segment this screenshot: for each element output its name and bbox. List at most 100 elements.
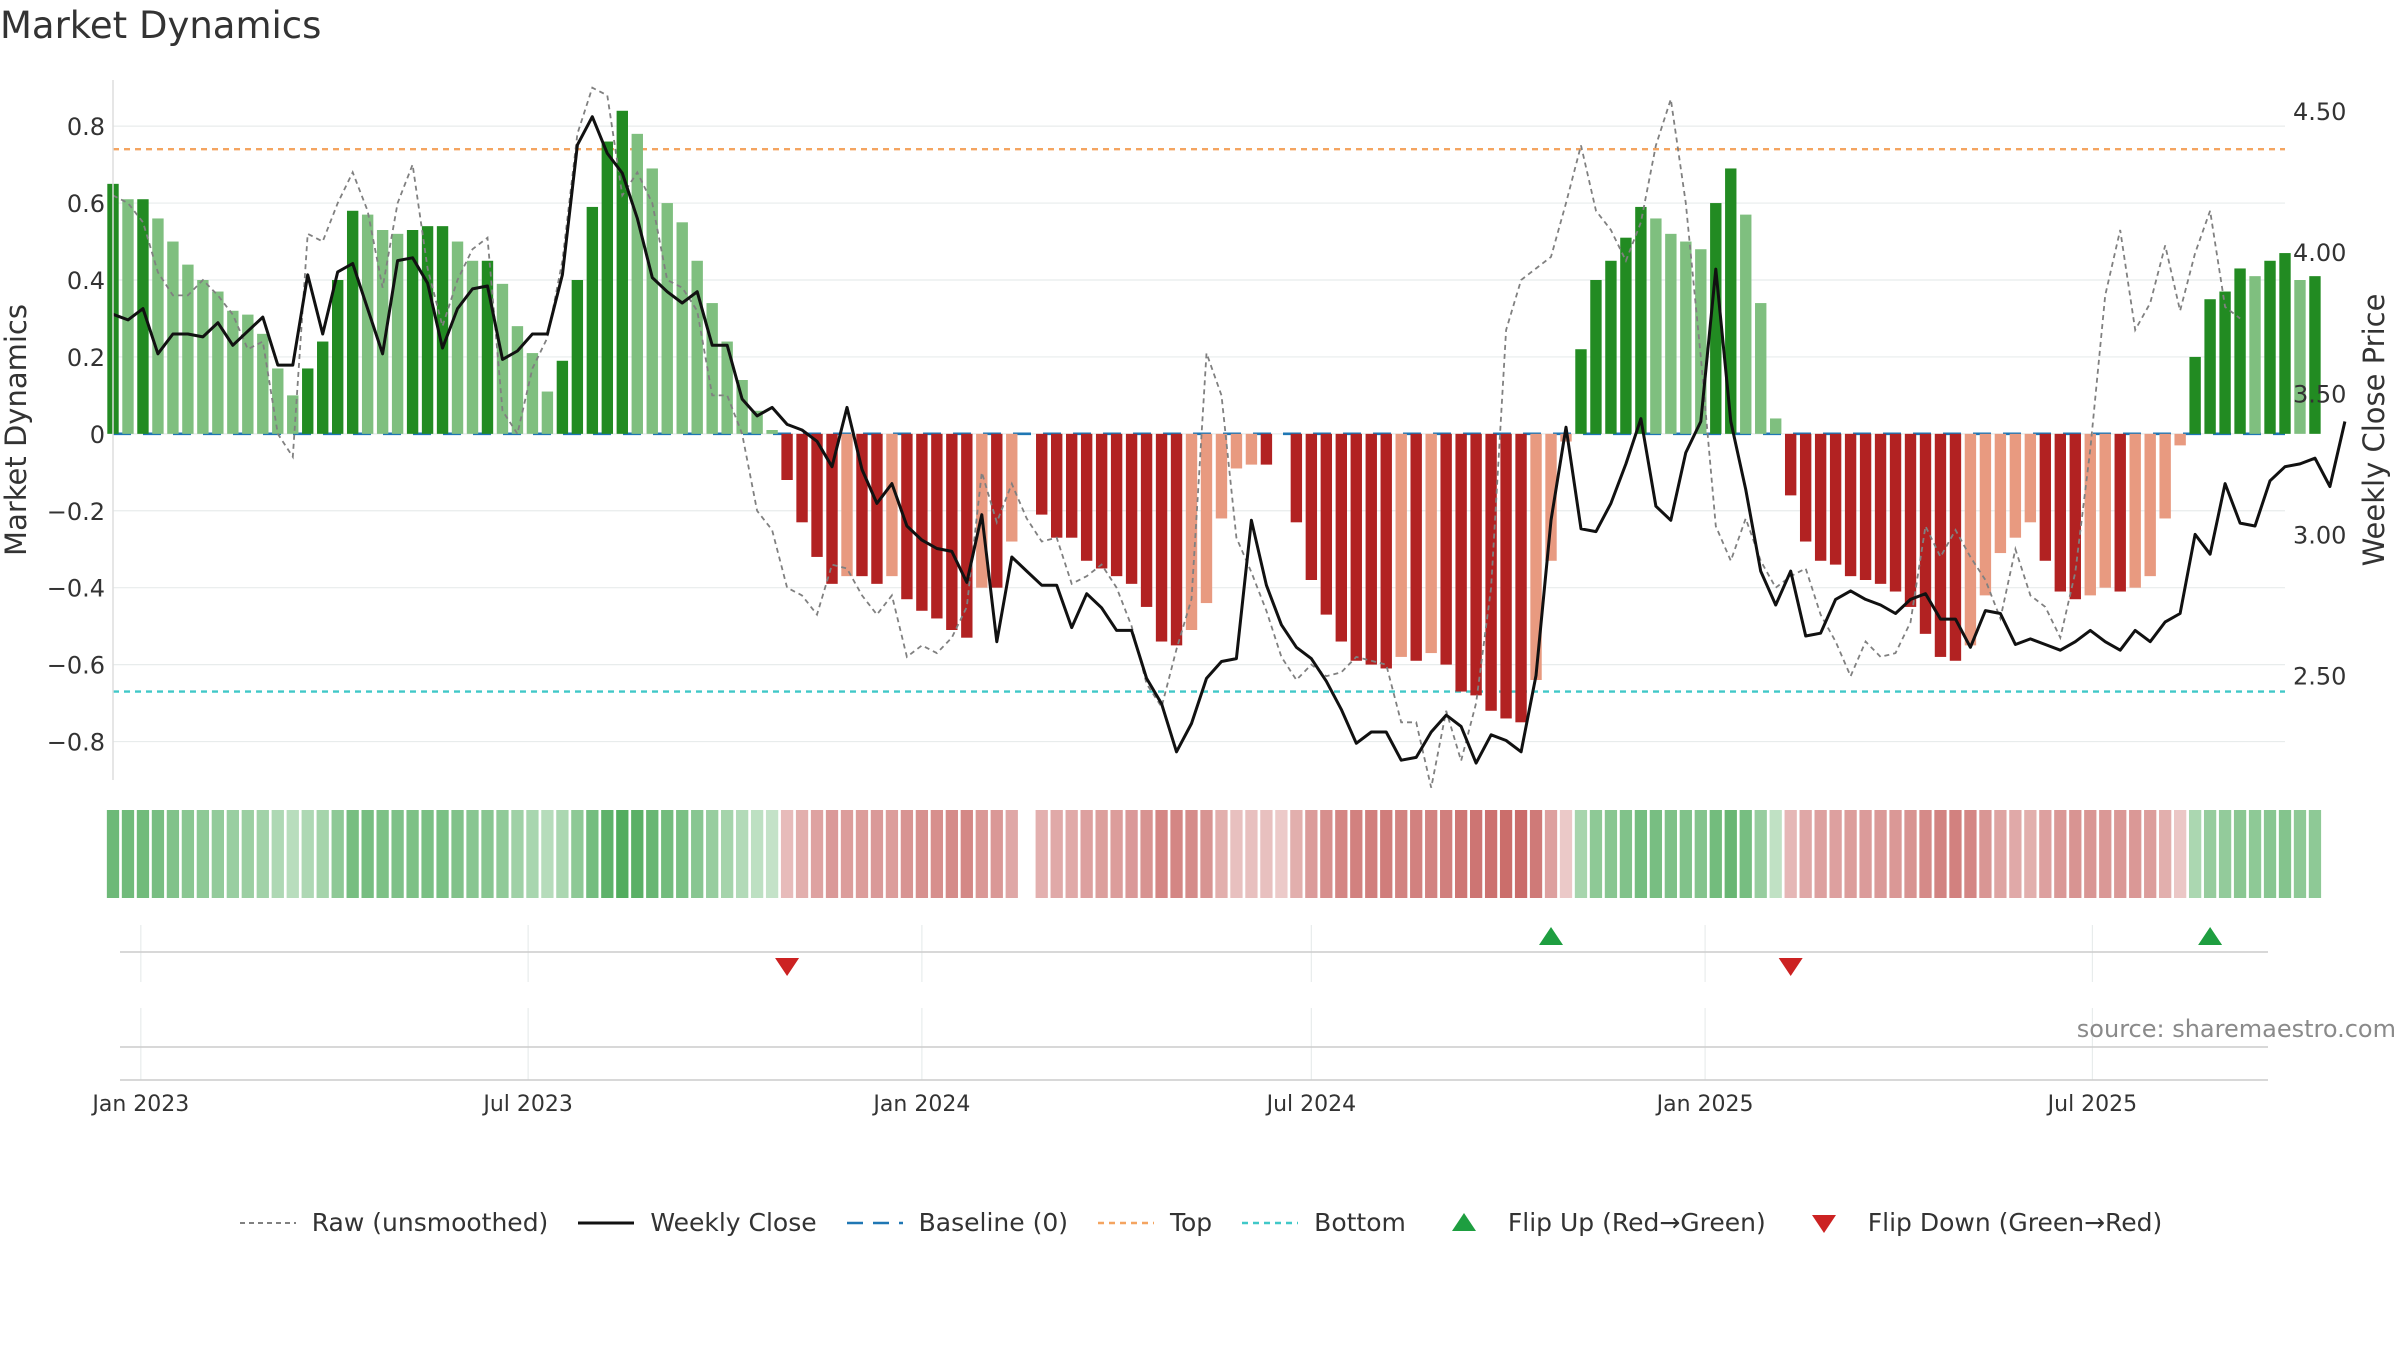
market-dynamics-bar xyxy=(122,199,134,434)
market-dynamics-bar xyxy=(1515,433,1527,723)
regime-strip-cell xyxy=(1499,810,1513,898)
market-dynamics-bar xyxy=(1545,433,1557,561)
flip-up-marker xyxy=(1539,927,1564,945)
market-dynamics-bar xyxy=(242,314,254,434)
y-axis-right-label: Weekly Close Price xyxy=(2357,294,2391,567)
regime-strip-cell xyxy=(1829,810,1842,898)
regime-strip-cell xyxy=(1095,810,1108,898)
regime-strip-cell xyxy=(1799,810,1812,898)
market-dynamics-bar xyxy=(766,430,778,434)
regime-strip-cell xyxy=(1080,810,1093,898)
y-left-tick-label: 0.6 xyxy=(67,190,105,218)
regime-strip-cell xyxy=(1739,810,1752,898)
market-dynamics-bar xyxy=(631,133,643,434)
market-dynamics-bar xyxy=(197,280,209,434)
regime-strip-cell xyxy=(316,810,329,898)
regime-strip-cell xyxy=(2084,810,2097,898)
regime-strip-cell xyxy=(2114,810,2127,898)
regime-strip-cell xyxy=(721,810,734,898)
market-dynamics-bar xyxy=(1335,433,1347,642)
market-dynamics-bar xyxy=(2054,433,2067,592)
regime-strip-cell xyxy=(361,810,374,898)
market-dynamics-bar xyxy=(1829,433,1842,565)
regime-strip-cell xyxy=(1769,810,1782,898)
raw-unsmoothed-line xyxy=(112,86,2241,788)
market-dynamics-bar xyxy=(2099,433,2111,588)
regime-strip-cell xyxy=(1260,810,1273,898)
market-dynamics-bar xyxy=(451,241,464,434)
market-dynamics-bar xyxy=(2009,433,2022,538)
regime-strip-cell xyxy=(2233,810,2247,898)
legend-item-flip-down: Flip Down (Green→Red) xyxy=(1794,1208,2162,1237)
market-dynamics-bar xyxy=(1590,280,1602,434)
regime-strip-cell xyxy=(1544,810,1558,898)
market-dynamics-bar xyxy=(2069,433,2081,600)
market-dynamics-bar xyxy=(1170,433,1183,646)
market-dynamics-bar xyxy=(2264,260,2276,434)
regime-strip-cell xyxy=(2263,810,2277,898)
regime-strip-cell xyxy=(1245,810,1258,898)
market-dynamics-bar xyxy=(1380,433,1392,669)
regime-strip-cell xyxy=(795,810,809,898)
regime-strip-cell xyxy=(1215,810,1228,898)
regime-strip xyxy=(106,810,2322,898)
y-right-tick-label: 3.00 xyxy=(2293,521,2346,549)
y-left-tick-label: −0.8 xyxy=(47,729,105,757)
market-dynamics-bar xyxy=(1410,433,1422,661)
regime-strip-cell xyxy=(406,810,419,898)
market-dynamics-bar xyxy=(1859,433,1872,580)
market-dynamics-bar xyxy=(331,280,344,434)
legend-label: Raw (unsmoothed) xyxy=(311,1208,549,1237)
market-dynamics-bar xyxy=(751,410,763,434)
regime-strip-cell xyxy=(691,810,704,898)
regime-strip-cell xyxy=(1170,810,1183,898)
market-dynamics-bar xyxy=(1305,433,1318,580)
regime-strip-cell xyxy=(1395,810,1408,898)
regime-strip-cell xyxy=(2188,810,2202,898)
market-dynamics-bar xyxy=(1979,433,1992,596)
regime-strip-cell xyxy=(196,810,210,898)
axes: 0.8 0.6 0.4 0.2 0 −0.2 −0.4 −0.6 −0.8 4.50 4.00 3.5… xyxy=(47,80,2346,780)
weekly-close-line xyxy=(112,115,2347,765)
regime-strip-cell xyxy=(1844,810,1857,898)
market-dynamics-bar xyxy=(1964,433,1977,646)
regime-strip-cell xyxy=(526,810,539,898)
regime-strip-cell xyxy=(1320,810,1333,898)
market-dynamics-bar xyxy=(257,333,269,434)
y-axis-left-label: Market Dynamics xyxy=(0,304,33,556)
regime-strip-cell xyxy=(706,810,719,898)
regime-strip-cell xyxy=(556,810,569,898)
market-dynamics-bar xyxy=(2309,276,2321,434)
legend-swatch xyxy=(239,1221,296,1224)
market-dynamics-bar xyxy=(556,360,569,434)
regime-strip-cell xyxy=(1275,810,1288,898)
legend-flip-down-marker xyxy=(1811,1214,1836,1233)
market-dynamics-bar xyxy=(1230,433,1243,469)
market-dynamics-bar xyxy=(1500,433,1512,719)
market-dynamics-bar xyxy=(601,141,614,434)
regime-strip-cell xyxy=(1305,810,1318,898)
market-dynamics-bar xyxy=(1290,433,1303,523)
market-dynamics-bar xyxy=(1799,433,1812,542)
regime-strip-cell xyxy=(2069,810,2082,898)
market-dynamics-bar xyxy=(1080,433,1093,561)
flip-down-marker xyxy=(1778,958,1803,976)
market-dynamics-bar xyxy=(796,433,808,523)
regime-strip-cell xyxy=(1754,810,1767,898)
market-dynamics-bar xyxy=(2039,433,2052,561)
regime-strip-cell xyxy=(1065,810,1078,898)
regime-strip-cell xyxy=(211,810,224,898)
market-dynamics-bar xyxy=(1770,418,1782,434)
regime-strip-cell xyxy=(1125,810,1138,898)
y-left-tick-label: −0.2 xyxy=(47,498,105,526)
market-dynamics-bar xyxy=(1844,433,1857,577)
regime-strip-cell xyxy=(466,810,479,898)
market-dynamics-bar xyxy=(2159,433,2171,519)
market-dynamics-bar xyxy=(961,433,973,638)
market-dynamics-bar xyxy=(1125,433,1138,584)
market-dynamics-bar xyxy=(976,433,988,588)
market-dynamics-bar xyxy=(931,433,943,619)
market-dynamics-bar xyxy=(1095,433,1108,569)
x-tick-label: Jan 2024 xyxy=(871,1092,970,1117)
market-dynamics-bar xyxy=(436,226,449,434)
